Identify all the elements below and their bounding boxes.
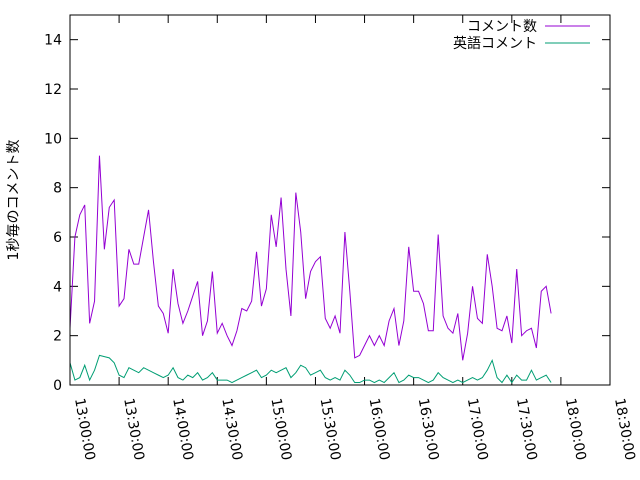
series-1 xyxy=(69,354,552,384)
y-axis-label: 1秒毎のコメント数 xyxy=(6,140,22,261)
x-tick-label: 17:30:00 xyxy=(513,397,540,462)
y-tick-label: 10 xyxy=(44,131,62,147)
y-tick-label: 14 xyxy=(44,33,62,49)
series-layer xyxy=(69,155,552,384)
x-tick-label: 13:00:00 xyxy=(71,397,98,462)
x-tick-label: 16:00:00 xyxy=(366,397,393,462)
legend-label: コメント数 xyxy=(467,19,537,35)
legend-label: 英語コメント xyxy=(453,35,537,52)
x-tick-label: 14:00:00 xyxy=(169,397,196,462)
x-tick-label: 15:00:00 xyxy=(267,397,294,462)
y-tick-label: 6 xyxy=(53,230,62,246)
y-tick-label: 4 xyxy=(53,279,62,295)
x-tick-label: 17:00:00 xyxy=(464,397,491,462)
y-tick-label: 12 xyxy=(44,82,62,98)
plot-frame xyxy=(69,14,611,386)
series-line xyxy=(69,155,552,361)
series-line xyxy=(69,354,552,384)
x-tick-label: 15:30:00 xyxy=(317,397,344,462)
series-0 xyxy=(69,155,552,361)
y-tick-label: 0 xyxy=(53,378,62,394)
y-ticks: 0 2 4 6 8 10 12 14 xyxy=(44,33,610,394)
x-tick-label: 13:30:00 xyxy=(120,397,147,462)
y-tick-label: 2 xyxy=(53,329,62,345)
x-tick-label: 18:00:00 xyxy=(562,397,589,462)
x-ticks: 13:00:00 13:30:00 14:00:00 14:30:00 15:00:00… xyxy=(69,15,638,462)
x-tick-label: 16:30:00 xyxy=(415,397,442,462)
y-tick-label: 8 xyxy=(53,181,62,197)
x-tick-label: 14:30:00 xyxy=(218,397,245,462)
x-tick-label: 18:30:00 xyxy=(611,397,638,462)
y-axis-label-group: 1秒毎のコメント数 xyxy=(6,140,22,261)
